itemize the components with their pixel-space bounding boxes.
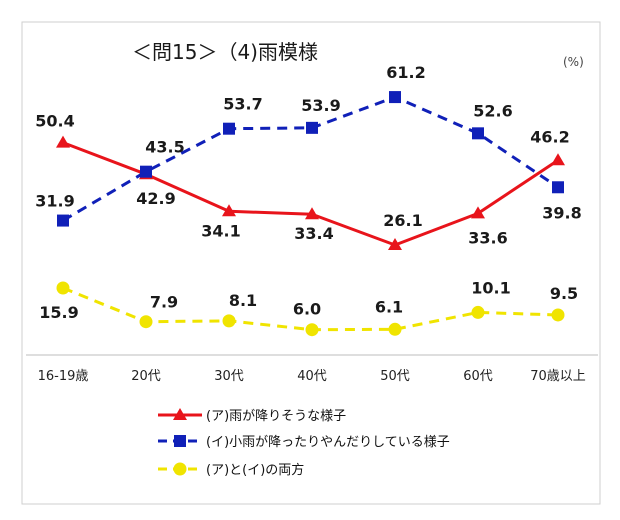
x-tick-label-0: 16-19歳	[38, 369, 89, 384]
x-tick-label-2: 30代	[214, 369, 244, 384]
series-a-point-4	[388, 238, 402, 251]
legend-label-ab: (ア)と(イ)の両方	[206, 462, 304, 478]
legend-marker-ab	[173, 462, 187, 476]
data-label-b-6: 39.8	[542, 203, 581, 222]
legend-marker-b	[174, 435, 186, 447]
data-label-ab-6: 9.5	[550, 284, 578, 303]
data-label-ab-0: 15.9	[39, 303, 78, 322]
data-label-a-5: 33.6	[468, 228, 507, 247]
data-label-a-1: 42.9	[136, 189, 175, 208]
series-a-point-2	[222, 204, 236, 217]
data-label-ab-3: 6.0	[293, 300, 321, 319]
data-label-ab-4: 6.1	[375, 297, 403, 316]
series-b-point-2	[223, 122, 235, 135]
unit-label: (%)	[563, 55, 584, 69]
series-ab-point-3	[305, 323, 319, 337]
series-ab-point-6	[551, 308, 565, 322]
x-tick-layer: 16-19歳 20代 30代 40代 50代 60代 70歳以上	[38, 369, 586, 384]
x-tick-label-5: 60代	[463, 369, 493, 384]
series-ab-point-2	[222, 314, 236, 328]
data-label-b-5: 52.6	[473, 101, 512, 120]
series-b-point-3	[306, 121, 318, 134]
series-b-point-0	[57, 214, 69, 227]
series-a-point-5	[471, 206, 485, 219]
label-layer: 50.4 42.9 34.1 33.4 26.1 33.6 46.2 31.9 43.5 53.7…	[35, 63, 581, 322]
x-tick-label-4: 50代	[380, 369, 410, 384]
x-tick-label-1: 20代	[131, 369, 161, 384]
data-label-b-0: 31.9	[35, 192, 74, 211]
data-label-b-4: 61.2	[386, 63, 425, 82]
series-ab-point-0	[56, 281, 70, 295]
series-a-point-3	[305, 207, 319, 220]
data-label-ab-1: 7.9	[150, 293, 178, 312]
series-ab-point-5	[471, 305, 485, 319]
series-b-point-5	[472, 127, 484, 140]
data-label-a-4: 26.1	[383, 211, 422, 230]
series-b-point-6	[552, 181, 564, 194]
series-layer	[56, 91, 565, 337]
series-b-point-1	[140, 165, 152, 178]
legend-marker-a	[173, 408, 187, 420]
data-label-a-0: 50.4	[35, 112, 74, 131]
series-a-point-0	[56, 135, 70, 148]
series-b-point-4	[389, 91, 401, 104]
data-label-b-1: 43.5	[145, 138, 184, 157]
series-ab-point-1	[139, 315, 153, 329]
x-tick-label-3: 40代	[297, 369, 327, 384]
data-label-ab-2: 8.1	[229, 291, 257, 310]
series-ab-point-4	[388, 322, 402, 336]
data-label-a-3: 33.4	[294, 224, 333, 243]
chart-title: ＜問15＞（4)雨模様	[132, 40, 318, 64]
data-label-b-3: 53.9	[301, 96, 340, 115]
chart-frame	[21, 21, 601, 505]
data-label-ab-5: 10.1	[471, 278, 510, 297]
data-label-b-2: 53.7	[223, 95, 262, 114]
legend-label-a: (ア)雨が降りそうな様子	[206, 409, 346, 424]
series-a-point-6	[551, 153, 565, 166]
data-label-a-6: 46.2	[530, 127, 569, 146]
legend: (ア)雨が降りそうな様子 (イ)小雨が降ったりやんだりしている様子 (ア)と(イ)の…	[158, 408, 450, 478]
x-tick-label-6: 70歳以上	[530, 369, 586, 384]
data-label-a-2: 34.1	[201, 221, 240, 240]
legend-label-b: (イ)小雨が降ったりやんだりしている様子	[206, 435, 450, 450]
